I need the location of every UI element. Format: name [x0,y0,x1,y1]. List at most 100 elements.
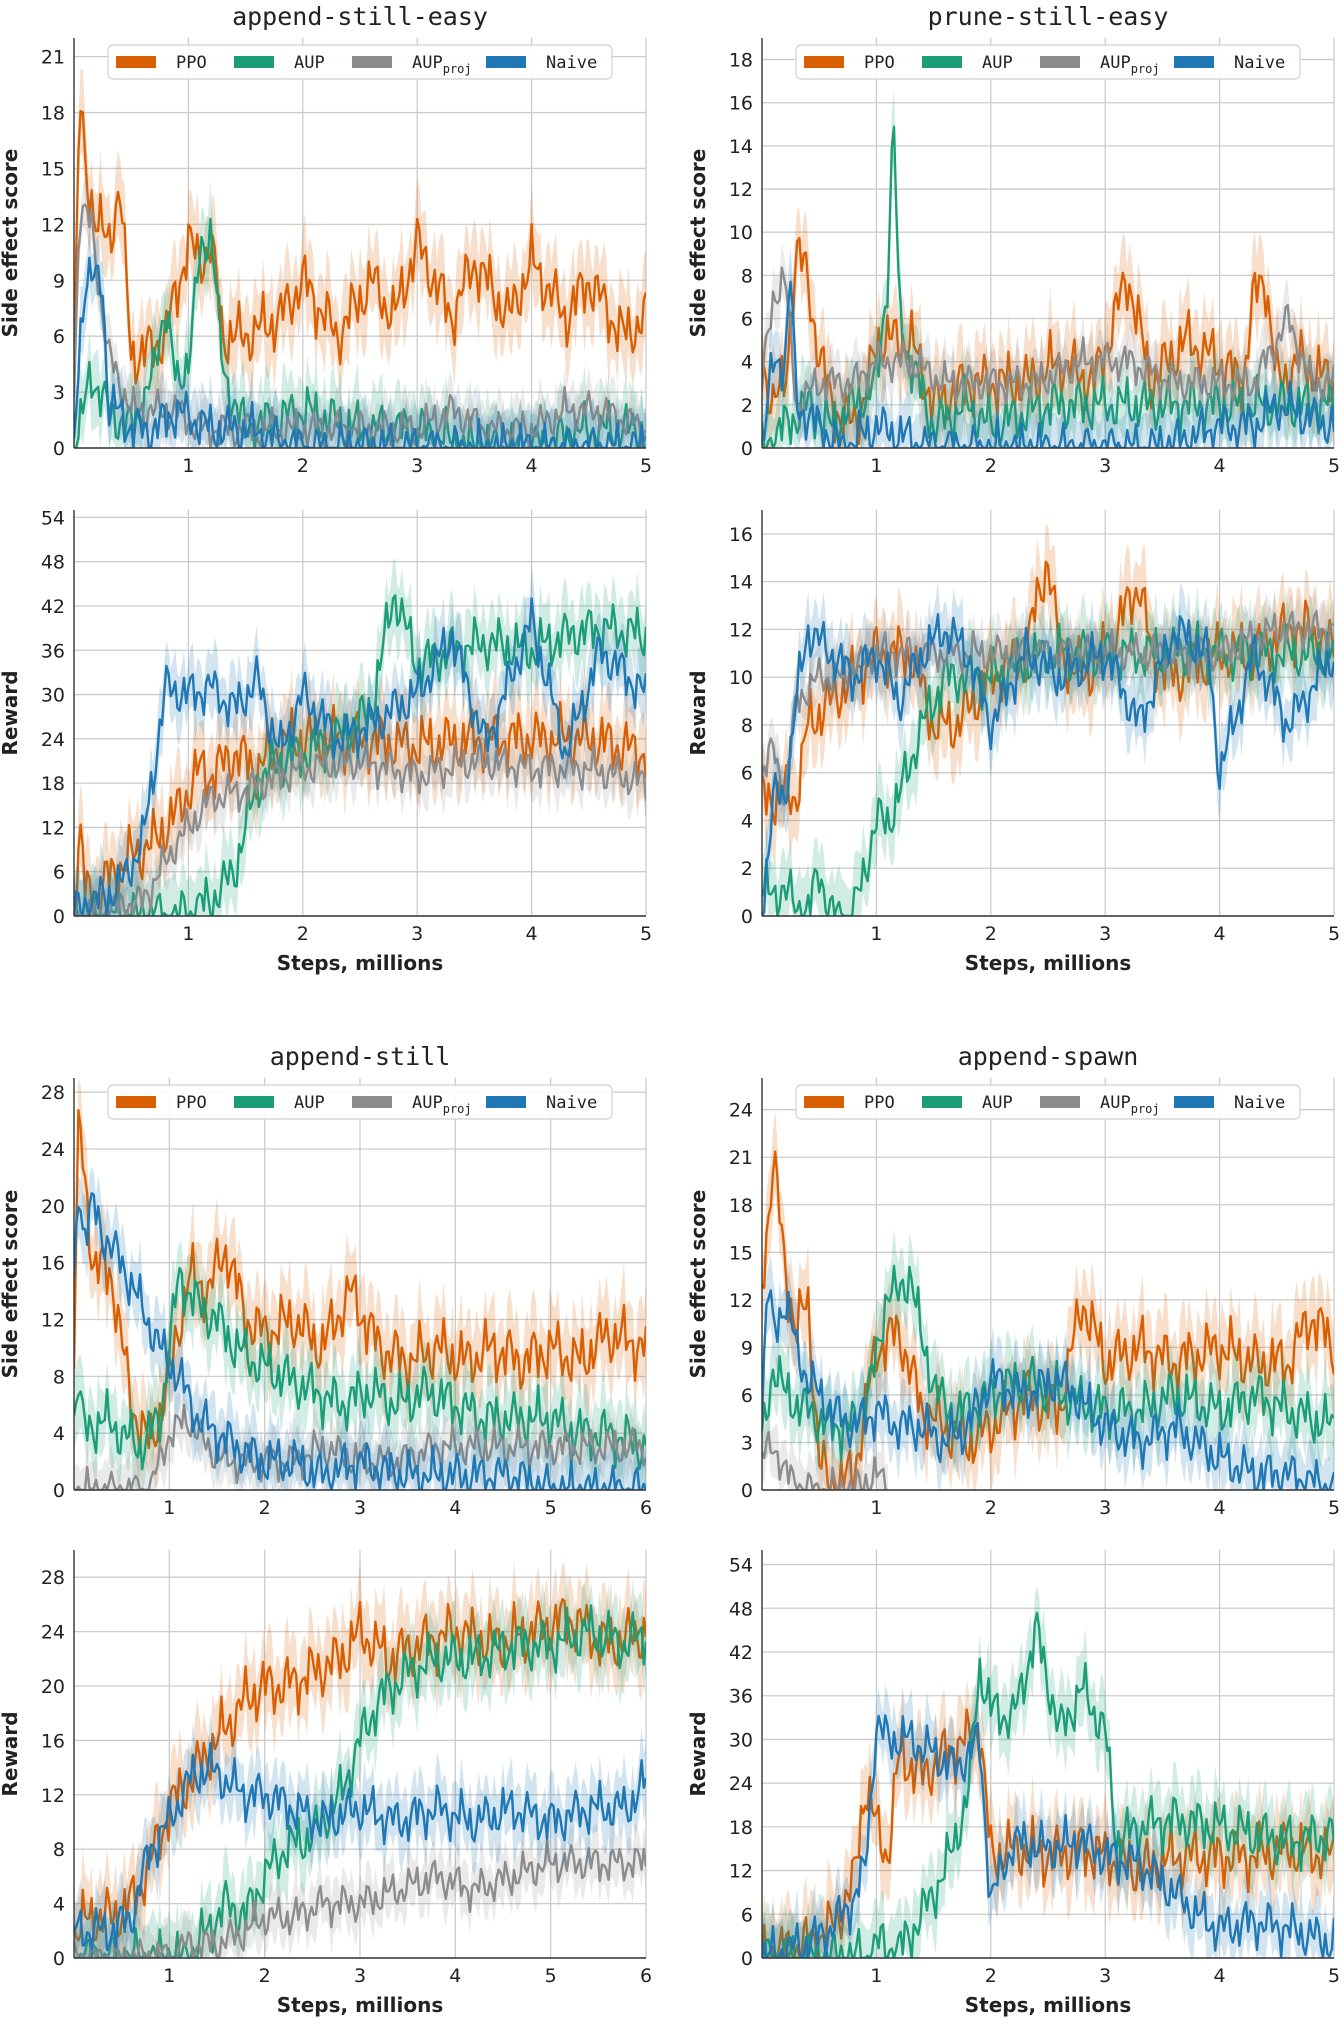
x-tick-label: 4 [1214,1497,1226,1519]
y-axis-label: Reward [0,1711,22,1796]
y-axis-label: Side effect score [0,1190,22,1379]
x-tick-label: 1 [182,923,194,945]
series-line-aup-proj [74,1839,646,1958]
x-tick-label: 5 [1328,1965,1340,1987]
series-group [74,557,646,916]
y-tick-label: 18 [729,1817,753,1839]
confidence-band-ppo [762,207,1334,448]
legend-label-text: AUP [294,53,325,73]
x-tick-label: 4 [449,1965,461,1987]
legend-swatch-naive [486,1096,526,1108]
y-tick-label: 18 [41,103,65,125]
y-tick-label: 0 [741,1948,753,1970]
series-line-aup [762,125,1334,448]
legend-swatch-aup-proj [1040,1096,1080,1108]
legend-label-naive: Naive [546,53,597,73]
y-tick-label: 30 [729,1729,753,1751]
y-tick-label: 9 [741,1337,753,1359]
chart-title: append-still [270,1042,451,1071]
legend-label-text: AUP [412,53,443,73]
x-axis-label: Steps, millions [277,1993,443,2017]
confidence-band-ppo [74,68,646,425]
x-tick-label: 3 [411,455,423,477]
series-group [762,524,1334,916]
legend-swatch-naive [1174,56,1214,68]
legend-label-text: AUP [1100,53,1131,73]
legend-swatch-aup-proj [1040,56,1080,68]
legend-label-text: AUP [412,1093,443,1113]
y-tick-label: 6 [53,326,65,348]
x-tick-label: 4 [449,1497,461,1519]
y-tick-label: 0 [741,438,753,460]
legend-swatch-aup-proj [352,56,392,68]
series-line-aup-proj [74,203,646,448]
y-tick-label: 14 [729,136,753,158]
y-tick-label: 42 [729,1642,753,1664]
y-tick-label: 12 [729,1290,753,1312]
y-tick-label: 18 [729,1195,753,1217]
x-tick-label: 1 [182,455,194,477]
y-tick-label: 42 [41,596,65,618]
series-group [74,1559,646,1958]
x-tick-label: 2 [985,923,997,945]
series-line-aup [74,594,646,916]
series-line-naive [74,256,646,448]
x-tick-label: 5 [1328,1497,1340,1519]
x-tick-label: 3 [354,1965,366,1987]
legend-label-naive: Naive [1234,53,1285,73]
legend-label-text: AUP [1100,1093,1131,1113]
series-line-aup-proj [762,609,1334,806]
y-tick-label: 16 [41,1730,65,1752]
y-tick-label: 4 [53,1894,65,1916]
y-tick-label: 9 [53,270,65,292]
y-tick-label: 18 [41,773,65,795]
y-tick-label: 18 [729,50,753,72]
y-tick-label: 12 [729,1861,753,1883]
y-tick-label: 4 [741,352,753,374]
x-tick-label: 5 [1328,455,1340,477]
legend-swatch-ppo [804,56,844,68]
confidence-band-aup-proj [74,714,646,916]
legend-label-aup-proj: AUPproj [1100,1093,1160,1116]
x-tick-label: 1 [870,1497,882,1519]
confidence-band-naive [762,1684,1334,1958]
y-tick-label: 30 [41,685,65,707]
x-tick-label: 5 [545,1965,557,1987]
y-tick-label: 20 [41,1196,65,1218]
legend-label-subscript: proj [443,1102,472,1116]
x-axis-label: Steps, millions [277,951,443,975]
series-line-naive [762,613,1334,916]
series-line-aup [74,1266,646,1471]
series-group [762,1111,1334,1490]
y-tick-label: 8 [53,1839,65,1861]
y-tick-label: 20 [41,1676,65,1698]
x-tick-label: 4 [526,923,538,945]
x-tick-label: 3 [354,1497,366,1519]
confidence-band-naive [74,1166,646,1490]
legend-label-aup-proj: AUPproj [412,1093,472,1116]
y-tick-label: 12 [41,1785,65,1807]
x-tick-label: 5 [545,1497,557,1519]
y-tick-label: 48 [729,1598,753,1620]
confidence-band-aup [762,1586,1334,1958]
legend: PPO AUP AUPproj Naive [795,1084,1301,1120]
x-tick-label: 3 [411,923,423,945]
x-tick-label: 2 [985,1497,997,1519]
x-tick-label: 1 [870,923,882,945]
legend-label-subscript: proj [443,62,472,76]
legend-label-ppo: PPO [176,53,207,73]
legend-label-aup: AUP [294,1093,325,1113]
y-tick-label: 14 [729,572,753,594]
legend-label-aup: AUP [982,1093,1013,1113]
y-tick-label: 6 [741,763,753,785]
confidence-band-ppo [74,1078,646,1490]
x-tick-label: 3 [1099,455,1111,477]
x-tick-label: 6 [640,1965,652,1987]
y-tick-label: 10 [729,667,753,689]
legend-swatch-aup [234,56,274,68]
y-axis-label: Side effect score [0,149,22,338]
x-tick-label: 2 [259,1497,271,1519]
